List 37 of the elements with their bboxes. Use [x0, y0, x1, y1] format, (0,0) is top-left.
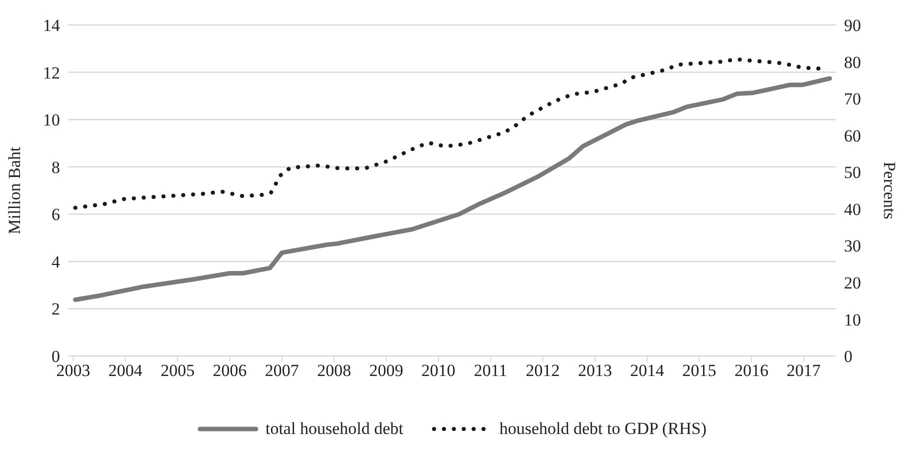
y2-tick-label: 20	[844, 273, 861, 292]
line-series	[73, 76, 832, 302]
x-tick-label: 2014	[630, 361, 665, 380]
y-axis-title: Million Baht	[5, 146, 24, 234]
y-tick-label: 2	[52, 300, 60, 319]
x-tick-label: 2009	[369, 361, 404, 380]
y2-axis-title: Percents	[880, 162, 899, 220]
x-tick-label: 2007	[264, 361, 300, 380]
y-tick-label: 10	[43, 110, 60, 130]
y2-tick-label: 70	[844, 90, 861, 109]
x-tick-label: 2006	[212, 361, 247, 380]
y2-tick-label: 50	[844, 163, 861, 182]
y2-tick-label: 10	[844, 310, 861, 330]
y2-tick-label: 80	[844, 52, 861, 72]
y2-tick-label: 90	[844, 16, 861, 36]
y2-tick-label: 30	[844, 236, 861, 256]
x-tick-label: 2005	[160, 361, 195, 380]
y-tick-label: 8	[52, 158, 60, 177]
y2-tick-label: 60	[844, 126, 861, 146]
x-tick-label: 2008	[317, 361, 352, 380]
x-tick-label: 2017	[786, 361, 822, 380]
x-tick-label: 2003	[56, 361, 90, 380]
x-tick-label: 2011	[474, 361, 508, 380]
legend-label: household debt to GDP (RHS)	[499, 419, 707, 439]
y2-tick-label: 40	[844, 200, 861, 219]
x-tick-label: 2013	[578, 361, 612, 380]
x-tick-label: 2016	[734, 361, 768, 380]
x-tick-label: 2004	[108, 361, 143, 380]
y2-tick-label: 0	[844, 347, 852, 366]
y-tick-label: 4	[52, 252, 60, 272]
legend-label: total household debt	[265, 419, 404, 439]
y-tick-label: 12	[43, 63, 60, 82]
y-tick-label: 14	[43, 16, 60, 36]
y-tick-label: 6	[52, 205, 60, 224]
x-tick-label: 2010	[421, 361, 456, 380]
x-tick-label: 2015	[682, 361, 716, 380]
x-tick-label: 2012	[526, 361, 560, 380]
